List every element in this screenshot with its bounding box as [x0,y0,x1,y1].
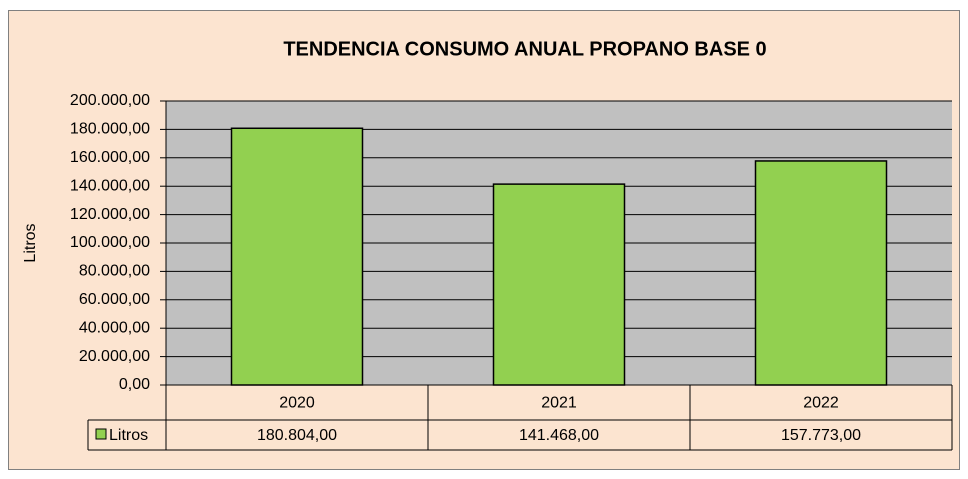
y-tick-label: 80.000,00 [79,263,150,280]
x-tick-label: 2022 [803,395,839,412]
y-tick-label: 180.000,00 [70,121,150,138]
y-tick-label: 160.000,00 [70,149,150,166]
y-tick-label: 60.000,00 [79,291,150,308]
chart-title: TENDENCIA CONSUMO ANUAL PROPANO BASE 0 [283,38,766,60]
legend-label: Litros [109,427,148,444]
data-table-value: 141.468,00 [519,427,599,444]
y-tick-label: 0,00 [119,376,150,393]
data-table-value: 157.773,00 [781,427,861,444]
bar [492,183,626,386]
data-table-value: 180.804,00 [257,427,337,444]
legend-key [95,428,107,440]
y-tick-label: 120.000,00 [70,206,150,223]
y-tick-label: 100.000,00 [70,234,150,251]
y-tick-label: 40.000,00 [79,319,150,336]
y-tick-label: 140.000,00 [70,177,150,194]
bar [230,127,364,386]
x-tick-label: 2020 [279,395,315,412]
bar [754,160,888,386]
y-tick-label: 20.000,00 [79,348,150,365]
y-tick-label: 200.000,00 [70,92,150,109]
x-tick-label: 2021 [541,395,577,412]
y-axis-label: Litros [22,223,39,262]
